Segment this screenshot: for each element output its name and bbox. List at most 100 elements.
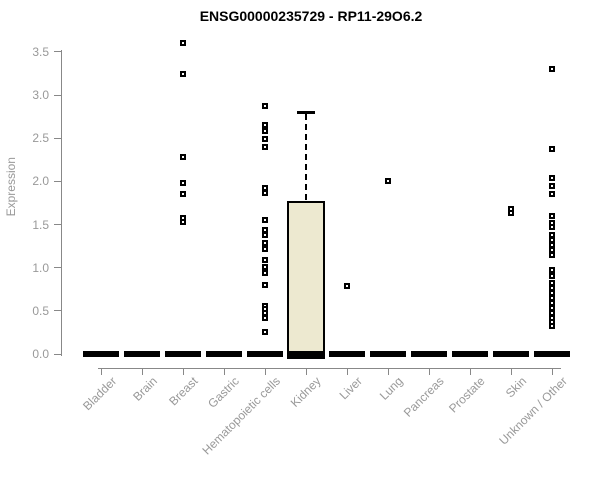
- data-point: [262, 226, 268, 233]
- data-point: [180, 70, 186, 77]
- x-tick: [346, 368, 348, 375]
- data-point: [549, 146, 555, 153]
- data-point: [262, 281, 268, 288]
- data-point: [549, 273, 555, 280]
- y-tick-label: 1.0: [32, 260, 49, 275]
- data-point: [262, 128, 268, 135]
- data-point: [549, 182, 555, 189]
- whisker: [305, 114, 307, 201]
- x-tick: [551, 368, 553, 375]
- data-point: [549, 231, 555, 238]
- x-category-label: Lung: [377, 374, 406, 403]
- data-point: [508, 210, 514, 217]
- y-tick-label: 0.5: [32, 303, 49, 318]
- x-tick: [305, 368, 307, 375]
- data-point: [549, 174, 555, 181]
- median-bar: [370, 351, 406, 357]
- median-bar: [165, 351, 201, 357]
- x-category-label: Gastric: [205, 374, 242, 411]
- data-point: [262, 329, 268, 336]
- y-tick: [54, 137, 61, 139]
- data-point: [385, 178, 391, 185]
- y-tick-label: 2.0: [32, 174, 49, 189]
- median-bar: [124, 351, 160, 357]
- median-bar: [452, 351, 488, 357]
- y-tick: [54, 353, 61, 355]
- x-axis-line: [98, 368, 561, 369]
- median-bar: [534, 351, 570, 357]
- y-tick: [54, 51, 61, 53]
- x-category-label: Pancreas: [401, 374, 447, 420]
- y-tick-label: 2.5: [32, 131, 49, 146]
- x-tick: [469, 368, 471, 375]
- data-point: [262, 256, 268, 263]
- median-bar: [206, 351, 242, 357]
- data-point: [549, 323, 555, 330]
- x-tick: [223, 368, 225, 375]
- y-axis-line: [61, 50, 62, 356]
- x-category-label: Skin: [502, 374, 529, 401]
- y-tick: [54, 94, 61, 96]
- data-point: [549, 224, 555, 231]
- data-point: [262, 245, 268, 252]
- median-bar: [83, 351, 119, 357]
- data-point: [549, 242, 555, 249]
- data-point: [180, 180, 186, 187]
- x-category-label: Kidney: [288, 374, 324, 410]
- x-category-label: Prostate: [446, 374, 488, 416]
- x-tick: [387, 368, 389, 375]
- x-tick: [428, 368, 430, 375]
- data-point: [262, 239, 268, 246]
- median-bar: [493, 351, 529, 357]
- median-bar: [288, 351, 324, 357]
- y-tick-label: 0.0: [32, 347, 49, 361]
- x-category-label: Hematopoietic cells: [199, 374, 283, 458]
- y-tick-label: 1.5: [32, 217, 49, 232]
- y-tick: [54, 267, 61, 269]
- data-point: [262, 231, 268, 238]
- data-point: [180, 40, 186, 47]
- x-tick: [510, 368, 512, 375]
- data-point: [180, 191, 186, 198]
- data-point: [549, 191, 555, 198]
- data-point: [549, 289, 555, 296]
- data-point: [262, 263, 268, 270]
- box: [287, 201, 325, 359]
- x-category-label: Bladder: [79, 374, 119, 414]
- median-bar: [329, 351, 365, 357]
- x-category-label: Breast: [166, 374, 201, 409]
- data-point: [262, 143, 268, 150]
- data-point: [262, 122, 268, 129]
- data-point: [549, 300, 555, 307]
- median-bar: [247, 351, 283, 357]
- y-tick: [54, 180, 61, 182]
- y-tick: [54, 224, 61, 226]
- data-point: [262, 189, 268, 196]
- data-point: [262, 103, 268, 110]
- whisker-cap: [297, 111, 315, 114]
- x-tick: [182, 368, 184, 375]
- x-tick: [264, 368, 266, 375]
- x-tick: [100, 368, 102, 375]
- data-point: [549, 305, 555, 312]
- data-point: [549, 212, 555, 219]
- y-tick-label: 3.5: [32, 44, 49, 59]
- data-point: [262, 217, 268, 224]
- x-category-label: Brain: [130, 374, 160, 404]
- chart-title: ENSG00000235729 - RP11-29O6.2: [199, 8, 423, 24]
- y-tick-label: 3.0: [32, 88, 49, 103]
- data-point: [549, 280, 555, 287]
- data-point: [549, 251, 555, 258]
- median-bar: [411, 351, 447, 357]
- data-point: [549, 267, 555, 274]
- data-point: [262, 136, 268, 143]
- y-tick: [54, 310, 61, 312]
- data-point: [549, 294, 555, 301]
- x-category-label: Liver: [336, 374, 365, 403]
- data-point: [180, 218, 186, 225]
- data-point: [549, 66, 555, 73]
- data-point: [262, 314, 268, 321]
- data-point: [180, 154, 186, 161]
- x-tick: [141, 368, 143, 375]
